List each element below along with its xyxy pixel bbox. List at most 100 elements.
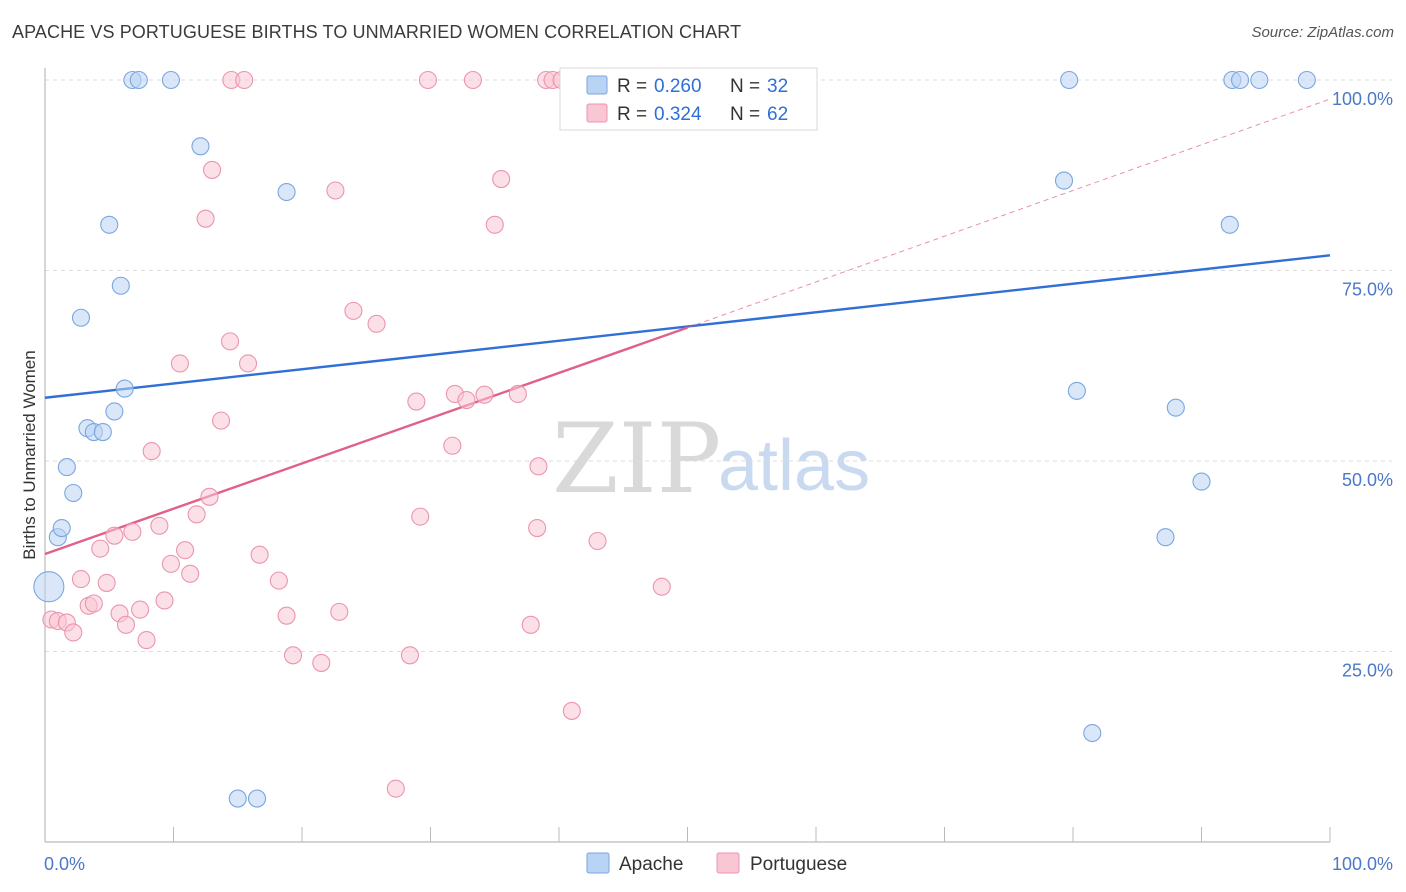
point-apache: [1054, 171, 1074, 190]
point-portuguese: [196, 209, 215, 228]
point-apache: [277, 182, 296, 202]
x-tick-label: 0.0%: [44, 854, 85, 874]
legend-n-label-portuguese: N =: [730, 104, 760, 125]
point-apache: [64, 483, 83, 503]
point-apache: [93, 422, 112, 442]
point-portuguese: [71, 570, 91, 589]
point-portuguese: [235, 70, 254, 90]
point-portuguese: [283, 646, 303, 665]
point-portuguese: [91, 539, 110, 558]
point-portuguese: [150, 516, 169, 535]
point-portuguese: [312, 653, 331, 672]
legend-swatch-portuguese: [586, 103, 608, 123]
point-apache: [57, 458, 76, 477]
point-portuguese: [492, 170, 511, 189]
legend-n-value-apache: 32: [767, 76, 788, 97]
y-tick-label: 100.0%: [1332, 89, 1393, 109]
point-apache: [1083, 723, 1102, 743]
trend-line-portuguese: [44, 326, 688, 556]
axes: [44, 68, 1331, 843]
point-portuguese: [137, 631, 156, 650]
watermark-zip: ZIP: [552, 403, 721, 515]
point-portuguese: [116, 615, 136, 634]
point-apache: [247, 789, 267, 808]
point-portuguese: [443, 436, 462, 455]
watermark-atlas: atlas: [718, 426, 870, 506]
point-portuguese: [508, 384, 527, 403]
y-tick-label: 50.0%: [1342, 470, 1393, 490]
point-portuguese: [407, 392, 426, 411]
point-portuguese: [386, 779, 405, 798]
point-apache: [161, 70, 180, 90]
point-portuguese: [277, 606, 296, 625]
bottom-legend: Apache Portuguese: [586, 852, 847, 875]
point-apache: [1192, 472, 1211, 491]
point-portuguese: [330, 602, 349, 621]
point-apache: [1166, 398, 1185, 417]
legend-r-value-apache: 0.260: [654, 76, 702, 97]
data-points: [33, 70, 1316, 808]
point-portuguese: [142, 442, 161, 461]
point-apache: [1250, 70, 1269, 90]
point-portuguese: [203, 160, 222, 179]
point-portuguese: [220, 332, 240, 351]
point-apache: [115, 379, 134, 398]
chart-title: APACHE VS PORTUGUESE BIRTHS TO UNMARRIED…: [12, 22, 742, 42]
point-portuguese: [131, 600, 150, 619]
point-portuguese: [411, 507, 430, 526]
point-apache: [52, 519, 71, 538]
point-portuguese: [187, 505, 206, 524]
legend-swatch-apache: [586, 75, 608, 95]
point-portuguese: [269, 571, 288, 590]
trend-lines: [44, 98, 1331, 556]
point-portuguese: [155, 591, 174, 610]
point-apache: [33, 571, 65, 603]
tick-labels: 25.0% 50.0% 75.0% 100.0% 0.0% 100.0%: [44, 89, 1393, 874]
point-portuguese: [418, 70, 437, 90]
watermark: ZIP atlas: [552, 403, 870, 515]
point-apache: [1220, 215, 1239, 234]
point-portuguese: [400, 646, 419, 665]
point-apache: [1060, 70, 1079, 90]
point-portuguese: [238, 354, 258, 373]
point-portuguese: [463, 70, 482, 90]
point-portuguese: [64, 623, 83, 642]
point-portuguese: [485, 215, 504, 234]
legend: R = 0.260 N = 32 R = 0.324 N = 62: [559, 67, 818, 131]
y-tick-label: 75.0%: [1342, 280, 1393, 300]
point-portuguese: [457, 390, 476, 410]
legend-r-value-portuguese: 0.324: [654, 104, 702, 125]
point-apache: [1067, 381, 1086, 400]
point-portuguese: [652, 577, 671, 596]
point-apache: [71, 308, 91, 327]
point-portuguese: [123, 522, 142, 541]
legend-n-value-portuguese: 62: [767, 104, 788, 125]
bottom-legend-apache: Apache: [619, 854, 683, 875]
point-portuguese: [528, 519, 547, 538]
point-portuguese: [250, 545, 269, 564]
point-apache: [1156, 528, 1175, 547]
point-portuguese: [181, 564, 200, 583]
point-apache: [191, 137, 210, 156]
point-portuguese: [521, 615, 540, 634]
source-credit: Source: ZipAtlas.com: [1251, 24, 1394, 41]
grid-lines: [45, 79, 1392, 652]
legend-r-label-apache: R =: [617, 76, 647, 97]
bottom-legend-portuguese: Portuguese: [750, 854, 847, 875]
point-apache: [228, 789, 247, 808]
point-apache: [129, 70, 148, 90]
point-portuguese: [200, 487, 219, 506]
point-apache: [100, 215, 119, 234]
y-tick-label: 25.0%: [1342, 661, 1393, 681]
point-portuguese: [475, 385, 494, 404]
bottom-legend-swatch-portuguese: [716, 852, 740, 874]
y-axis-label: Births to Unmarried Women: [20, 350, 39, 559]
point-portuguese: [326, 181, 345, 200]
x-tick-label: 100.0%: [1332, 854, 1393, 874]
point-apache: [1297, 70, 1316, 90]
trend-extension-portuguese: [687, 98, 1331, 329]
point-apache: [105, 402, 124, 421]
legend-r-label-portuguese: R =: [617, 104, 647, 125]
point-portuguese: [170, 354, 189, 373]
